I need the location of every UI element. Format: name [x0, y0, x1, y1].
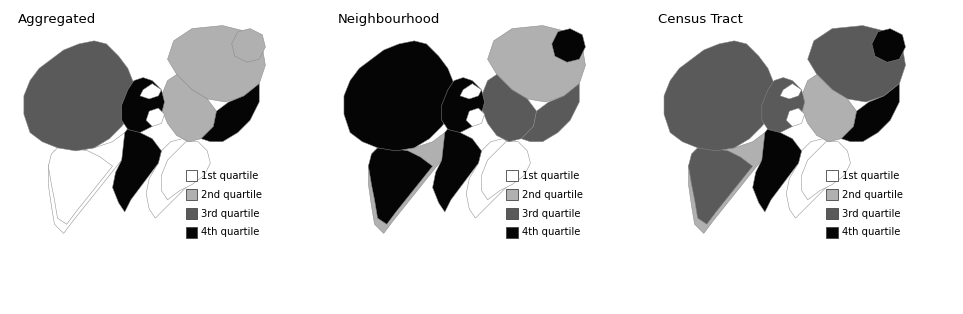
Polygon shape — [801, 74, 857, 142]
Text: 4th quartile: 4th quartile — [201, 228, 260, 237]
Polygon shape — [232, 29, 266, 62]
Polygon shape — [689, 133, 771, 233]
Polygon shape — [113, 120, 162, 212]
FancyBboxPatch shape — [506, 189, 517, 200]
Polygon shape — [762, 78, 805, 133]
Polygon shape — [842, 84, 899, 142]
Polygon shape — [24, 41, 137, 151]
Polygon shape — [369, 133, 451, 233]
Polygon shape — [801, 142, 850, 200]
FancyBboxPatch shape — [506, 170, 517, 181]
Text: 3rd quartile: 3rd quartile — [201, 208, 260, 219]
FancyBboxPatch shape — [506, 227, 517, 238]
Polygon shape — [466, 108, 484, 127]
Text: 4th quartile: 4th quartile — [522, 228, 580, 237]
Text: Neighbourhood: Neighbourhood — [338, 13, 440, 26]
Text: 2nd quartile: 2nd quartile — [201, 190, 263, 200]
FancyBboxPatch shape — [826, 227, 838, 238]
FancyBboxPatch shape — [826, 208, 838, 219]
Polygon shape — [140, 84, 162, 99]
Polygon shape — [369, 148, 432, 224]
Polygon shape — [162, 74, 217, 142]
Polygon shape — [466, 139, 521, 218]
Polygon shape — [552, 29, 586, 62]
Polygon shape — [432, 120, 482, 212]
FancyBboxPatch shape — [186, 170, 197, 181]
Text: 3rd quartile: 3rd quartile — [522, 208, 580, 219]
Polygon shape — [146, 139, 201, 218]
FancyBboxPatch shape — [826, 189, 838, 200]
Polygon shape — [482, 74, 536, 142]
Text: 3rd quartile: 3rd quartile — [842, 208, 900, 219]
Polygon shape — [787, 108, 805, 127]
Text: 1st quartile: 1st quartile — [842, 171, 899, 181]
Text: Census Tract: Census Tract — [658, 13, 742, 26]
Polygon shape — [201, 84, 259, 142]
Polygon shape — [121, 78, 165, 133]
Polygon shape — [872, 29, 905, 62]
Text: 4th quartile: 4th quartile — [842, 228, 900, 237]
Text: 2nd quartile: 2nd quartile — [842, 190, 902, 200]
Polygon shape — [482, 142, 531, 200]
Polygon shape — [689, 148, 753, 224]
Polygon shape — [664, 41, 777, 151]
FancyBboxPatch shape — [186, 189, 197, 200]
Polygon shape — [48, 148, 113, 224]
FancyBboxPatch shape — [186, 227, 197, 238]
FancyBboxPatch shape — [506, 208, 517, 219]
Polygon shape — [780, 84, 801, 99]
Text: 2nd quartile: 2nd quartile — [522, 190, 583, 200]
Polygon shape — [146, 108, 165, 127]
FancyBboxPatch shape — [186, 208, 197, 219]
Polygon shape — [521, 84, 580, 142]
Polygon shape — [344, 41, 457, 151]
Polygon shape — [753, 120, 801, 212]
Polygon shape — [487, 25, 586, 102]
Polygon shape — [787, 139, 842, 218]
Polygon shape — [168, 25, 266, 102]
Text: 1st quartile: 1st quartile — [201, 171, 259, 181]
Polygon shape — [808, 25, 905, 102]
Polygon shape — [442, 78, 484, 133]
Polygon shape — [162, 142, 210, 200]
Text: Aggregated: Aggregated — [17, 13, 96, 26]
Polygon shape — [460, 84, 482, 99]
FancyBboxPatch shape — [826, 170, 838, 181]
Text: 1st quartile: 1st quartile — [522, 171, 579, 181]
Polygon shape — [48, 133, 131, 233]
